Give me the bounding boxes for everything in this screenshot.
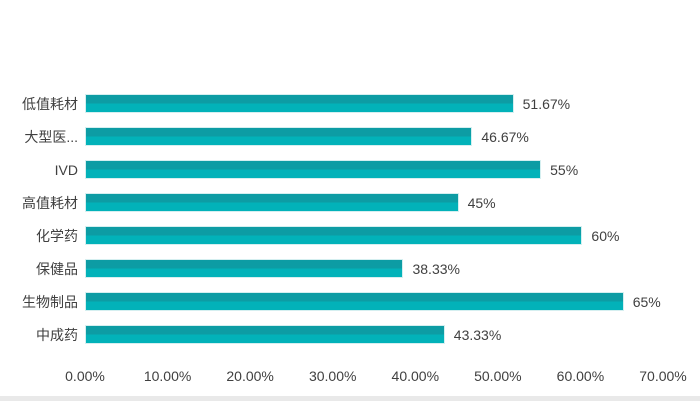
value-label: 65% (632, 293, 661, 310)
x-axis-tick-label: 50.00% (474, 368, 522, 384)
bar-row: 低值耗材 51.67% (0, 87, 700, 120)
bar[interactable] (86, 260, 403, 277)
category-label: 化学药 (36, 227, 78, 244)
x-axis-tick-label: 70.00% (639, 368, 687, 384)
bar-row: 中成药 43.33% (0, 318, 700, 351)
value-label: 46.67% (481, 128, 529, 145)
horizontal-scrollbar[interactable] (0, 396, 700, 401)
x-axis-tick-label: 0.00% (65, 368, 105, 384)
bar[interactable] (86, 326, 444, 343)
bar-track: 60% (86, 219, 664, 252)
value-label: 55% (550, 161, 579, 178)
x-axis: 0.00% 10.00% 20.00% 30.00% 40.00% 50.00% 60.00… (65, 368, 687, 388)
x-axis-tick-label: 20.00% (226, 368, 274, 384)
value-label: 45% (467, 194, 496, 211)
bar-track: 65% (86, 285, 664, 318)
bar-row: IVD 55% (0, 153, 700, 186)
bar[interactable] (86, 95, 513, 112)
category-label: 生物制品 (22, 293, 78, 310)
bar-row: 保健品 38.33% (0, 252, 700, 285)
bar-track: 43.33% (86, 318, 664, 351)
category-label: IVD (54, 161, 78, 178)
value-label: 38.33% (412, 260, 460, 277)
category-label: 低值耗材 (22, 95, 78, 112)
bar-row: 化学药 60% (0, 219, 700, 252)
bar[interactable] (86, 194, 458, 211)
bar[interactable] (86, 227, 582, 244)
bar-track: 55% (86, 153, 664, 186)
category-label: 大型医... (24, 128, 78, 145)
category-label: 高值耗材 (22, 194, 78, 211)
bar-row: 大型医... 46.67% (0, 120, 700, 153)
category-label: 保健品 (36, 260, 78, 277)
bar-track: 46.67% (86, 120, 664, 153)
bar-track: 38.33% (86, 252, 664, 285)
category-label: 中成药 (36, 326, 78, 343)
bar[interactable] (86, 161, 541, 178)
value-label: 43.33% (453, 326, 502, 343)
x-axis-tick-label: 10.00% (143, 368, 192, 384)
value-label: 60% (591, 227, 620, 244)
chart-rows: 低值耗材 51.67% 大型医... 46.67% IVD 55% 高值耗材 45% 化学药 60… (0, 87, 700, 351)
bar-track: 45% (86, 186, 664, 219)
bar[interactable] (86, 293, 623, 310)
bar-row: 高值耗材 45% (0, 186, 700, 219)
x-axis-tick-label: 30.00% (308, 368, 357, 384)
bar-row: 生物制品 65% (0, 285, 700, 318)
bar-track: 51.67% (86, 87, 664, 120)
x-axis-tick-label: 40.00% (391, 368, 440, 384)
bar[interactable] (86, 128, 472, 145)
x-axis-tick-label: 60.00% (556, 368, 605, 384)
value-label: 51.67% (522, 95, 571, 112)
